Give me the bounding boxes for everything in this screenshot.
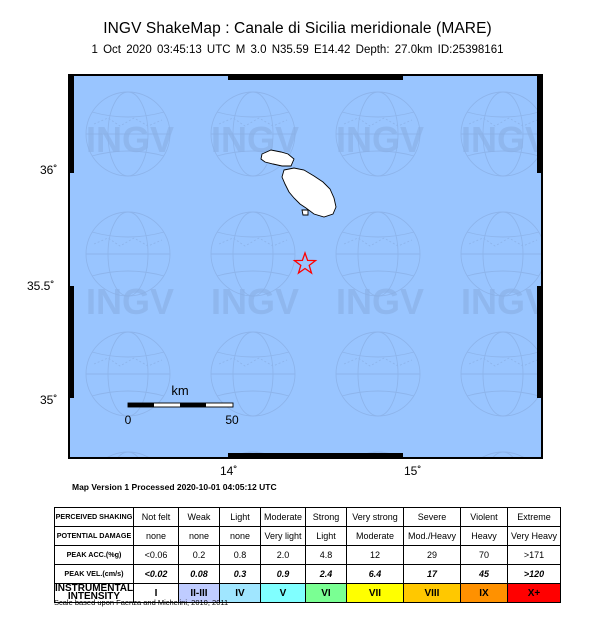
scale-title: km: [171, 383, 188, 398]
intensity-cell: IV: [218, 583, 261, 603]
map-frame: [68, 74, 543, 459]
intensity-legend: PERCEIVED SHAKING Not felt Weak Light Mo…: [54, 507, 561, 603]
lat-tick-35: 35˚: [40, 393, 58, 407]
map-title: INGV ShakeMap : Canale di Sicilia meridi…: [103, 20, 492, 37]
scale-bar: [127, 402, 234, 408]
intensity-cell: X+: [506, 583, 561, 603]
legend-cell: Violent: [459, 507, 508, 527]
intensity-cell: IX: [459, 583, 508, 603]
legend-cell: Not felt: [132, 507, 179, 527]
legend-cell: Very light: [259, 526, 306, 546]
svg-text:INGV: INGV: [336, 119, 424, 160]
svg-text:INGV: INGV: [86, 281, 174, 322]
svg-text:INGV: INGV: [461, 119, 543, 160]
legend-cell: <0.02: [132, 564, 179, 584]
row-header-acc: PEAK ACC.(%g): [54, 545, 134, 565]
legend-cell: Heavy: [459, 526, 508, 546]
scale-start: 0: [125, 413, 132, 427]
legend-cell: none: [177, 526, 220, 546]
legend-cell: Very strong: [345, 507, 404, 527]
legend-cell: 4.8: [304, 545, 347, 565]
version-line: Map Version 1 Processed 2020-10-01 04:05…: [72, 482, 277, 492]
legend-cell: Mod./Heavy: [402, 526, 461, 546]
row-header-vel: PEAK VEL.(cm/s): [54, 564, 134, 584]
legend-cell: none: [218, 526, 261, 546]
legend-cell: none: [132, 526, 179, 546]
map-canvas: INGV INGV INGV INGV INGV INGV INGV INGV …: [68, 74, 543, 459]
legend-cell: 12: [345, 545, 404, 565]
lon-tick-15: 15˚: [404, 464, 422, 478]
legend-cell: 2.4: [304, 564, 347, 584]
legend-cell: 45: [459, 564, 508, 584]
svg-text:INGV: INGV: [211, 281, 299, 322]
legend-cell: Extreme: [506, 507, 561, 527]
intensity-cell: II-III: [177, 583, 220, 603]
legend-cell: 0.3: [218, 564, 261, 584]
legend-cell: >120: [506, 564, 561, 584]
intensity-cell: VII: [345, 583, 404, 603]
svg-text:INGV: INGV: [336, 281, 424, 322]
row-header-damage: POTENTIAL DAMAGE: [54, 526, 134, 546]
legend-cell: 29: [402, 545, 461, 565]
lon-tick-14: 14˚: [220, 464, 238, 478]
legend-cell: <0.06: [132, 545, 179, 565]
intensity-cell: V: [259, 583, 306, 603]
legend-cell: Weak: [177, 507, 220, 527]
event-info: 1 Oct 2020 03:45:13 UTC M 3.0 N35.59 E14…: [91, 44, 504, 56]
shakemap-map[interactable]: INGV INGV INGV INGV INGV INGV INGV INGV …: [68, 74, 543, 459]
legend-cell: 70: [459, 545, 508, 565]
svg-text:INGV: INGV: [461, 281, 543, 322]
legend-cell: Light: [218, 507, 261, 527]
legend-cell: 0.08: [177, 564, 220, 584]
intensity-cell: VI: [304, 583, 347, 603]
scale-credit: Scale based upon Faenza and Michelini, 2…: [54, 598, 229, 607]
legend-cell: 2.0: [259, 545, 306, 565]
row-header-intensity: INSTRUMENTAL INTENSITY: [54, 583, 134, 603]
intensity-cell: VIII: [402, 583, 461, 603]
legend-cell: Very Heavy: [506, 526, 561, 546]
intensity-cell: I: [132, 583, 179, 603]
legend-cell: 0.2: [177, 545, 220, 565]
legend-cell: Moderate: [259, 507, 306, 527]
legend-cell: 0.8: [218, 545, 261, 565]
scale-end: 50: [225, 413, 239, 427]
row-header-shaking: PERCEIVED SHAKING: [54, 507, 134, 527]
legend-cell: >171: [506, 545, 561, 565]
legend-cell: Strong: [304, 507, 347, 527]
legend-cell: Moderate: [345, 526, 404, 546]
legend-cell: Light: [304, 526, 347, 546]
legend-cell: 0.9: [259, 564, 306, 584]
island-land: [260, 149, 337, 218]
watermark: INGV: [86, 119, 174, 160]
lat-tick-35-5: 35.5˚: [27, 279, 55, 293]
lat-tick-36: 36˚: [40, 163, 58, 177]
legend-cell: 17: [402, 564, 461, 584]
star-icon: [292, 251, 318, 275]
legend-cell: Severe: [402, 507, 461, 527]
legend-cell: 6.4: [345, 564, 404, 584]
